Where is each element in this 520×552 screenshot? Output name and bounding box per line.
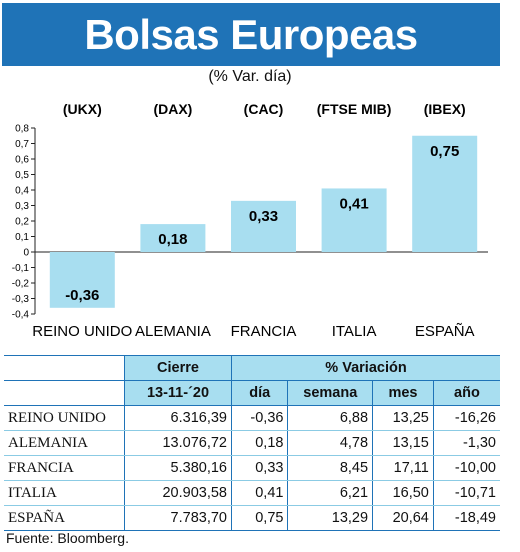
table-row: REINO UNIDO 6.316,39 -0,36 6,88 13,25 -16,26 — [4, 405, 500, 431]
y-tick-label: 0,4 — [15, 186, 29, 197]
ticker-label: (DAX) — [153, 101, 192, 117]
y-tick-label: 0,8 — [15, 124, 29, 135]
category-label: ALEMANIA — [135, 323, 211, 340]
header-month: mes — [372, 380, 434, 406]
bar — [140, 224, 206, 252]
y-tick-label: 0 — [23, 248, 29, 259]
cell-year: -10,00 — [432, 455, 500, 481]
y-tick-label: -0,3 — [12, 294, 30, 305]
cell-day: 0,41 — [230, 480, 288, 506]
cell-month: 16,50 — [372, 480, 434, 506]
bar — [231, 200, 296, 252]
table-corner — [4, 355, 125, 381]
cell-name: ALEMANIA — [4, 430, 125, 456]
header-close: Cierre — [124, 355, 232, 381]
y-tick-label: -0,4 — [12, 310, 30, 321]
cell-close: 7.783,70 — [124, 505, 232, 531]
title-banner: Bolsas Europeas — [2, 3, 500, 66]
cell-month: 17,11 — [372, 455, 434, 481]
table-corner-2 — [4, 380, 125, 406]
cell-day: 0,18 — [230, 430, 288, 456]
header-year: año — [432, 380, 500, 406]
table-row: ESPAÑA 7.783,70 0,75 13,29 20,64 -18,49 — [4, 505, 500, 531]
cell-week: 4,78 — [287, 430, 373, 456]
table-row: ALEMANIA 13.076,72 0,18 4,78 13,15 -1,30 — [4, 430, 500, 456]
table-row: FRANCIA 5.380,16 0,33 8,45 17,11 -10,00 — [4, 455, 500, 481]
y-tick-label: 0,1 — [15, 232, 29, 243]
category-label: ITALIA — [332, 323, 377, 340]
data-label: 0,18 — [158, 231, 187, 248]
y-tick-label: -0,1 — [12, 263, 30, 274]
ticker-label: (UKX) — [63, 101, 102, 117]
header-day: día — [230, 380, 288, 406]
cell-year: -1,30 — [432, 430, 500, 456]
data-label: 0,75 — [430, 143, 459, 160]
y-tick-label: -0,2 — [12, 279, 30, 290]
table-row: ITALIA 20.903,58 0,41 6,21 16,50 -10,71 — [4, 480, 500, 506]
chart-subtitle: (% Var. día) — [208, 68, 292, 85]
cell-week: 8,45 — [287, 455, 373, 481]
header-date: 13-11-´20 — [124, 380, 232, 406]
source-note: Fuente: Bloomberg. — [6, 530, 129, 546]
cell-day: 0,75 — [230, 505, 288, 531]
ticker-label: (IBEX) — [424, 101, 466, 117]
ticker-label: (FTSE MIB) — [317, 101, 392, 117]
cell-year: -16,26 — [432, 405, 500, 431]
cell-close: 5.380,16 — [124, 455, 232, 481]
y-tick-label: 0,2 — [15, 217, 29, 228]
cell-week: 13,29 — [287, 505, 373, 531]
bar-chart: -0,4 -0,3 -0,2 -0,1 0 0,1 0,2 0,3 0,4 0,5 0,6 0,7 0,… — [12, 101, 488, 340]
cell-day: 0,33 — [230, 455, 288, 481]
cell-week: 6,21 — [287, 480, 373, 506]
cell-close: 13.076,72 — [124, 430, 232, 456]
cell-name: FRANCIA — [4, 455, 125, 481]
bar — [412, 135, 478, 252]
y-tick-label: 0,5 — [15, 170, 29, 181]
category-label: ESPAÑA — [415, 323, 475, 340]
cell-name: ESPAÑA — [4, 505, 125, 531]
y-tick-label: 0,3 — [15, 201, 29, 212]
cell-month: 20,64 — [372, 505, 434, 531]
ticker-label: (CAC) — [244, 101, 284, 117]
cell-year: -10,71 — [432, 480, 500, 506]
header-variation: % Variación — [231, 355, 500, 381]
y-tick-label: 0,7 — [15, 139, 29, 150]
page-title: Bolsas Europeas — [84, 10, 418, 58]
data-label: -0,36 — [65, 287, 99, 304]
cell-year: -18,49 — [432, 505, 500, 531]
category-label: REINO UNIDO — [32, 323, 132, 340]
cell-close: 6.316,39 — [124, 405, 232, 431]
header-week: semana — [287, 380, 373, 406]
data-label: 0,41 — [339, 195, 368, 212]
cell-month: 13,15 — [372, 430, 434, 456]
cell-month: 13,25 — [372, 405, 434, 431]
cell-name: ITALIA — [4, 480, 125, 506]
bar — [321, 188, 387, 252]
cell-close: 20.903,58 — [124, 480, 232, 506]
y-tick-label: 0,6 — [15, 155, 29, 166]
cell-name: REINO UNIDO — [4, 405, 125, 431]
category-label: FRANCIA — [231, 323, 297, 340]
cell-day: -0,36 — [230, 405, 288, 431]
cell-week: 6,88 — [287, 405, 373, 431]
data-label: 0,33 — [249, 208, 278, 225]
bar — [49, 252, 115, 308]
stocks-table: Cierre % Variación 13-11-´20 día semana … — [4, 355, 500, 531]
